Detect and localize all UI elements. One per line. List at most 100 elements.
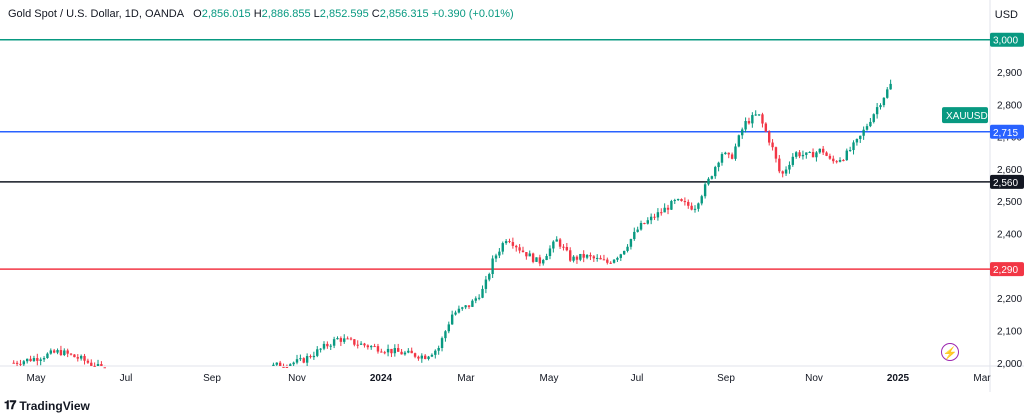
candle-body (278, 362, 282, 366)
candle-body (396, 348, 400, 352)
tradingview-logo[interactable]: 𝟏𝟕 TradingView (4, 398, 90, 413)
candle-body (450, 314, 454, 325)
candle-body (319, 348, 322, 350)
candle-body (569, 250, 572, 261)
symbol-tag-label: XAUUSD (946, 111, 988, 122)
candle-body (417, 356, 420, 359)
tv-logo-icon: 𝟏𝟕 (4, 398, 16, 412)
candle-body (447, 324, 450, 332)
y-tick-label: 2,500 (997, 197, 1022, 208)
candle-body (427, 356, 430, 359)
candle-body (886, 89, 889, 98)
candle-body (49, 350, 53, 354)
candle-body (329, 345, 332, 347)
candle-body (612, 259, 616, 263)
candle-body (515, 245, 518, 248)
candle-body (538, 257, 542, 264)
candle-body (548, 248, 552, 257)
candle-body (12, 362, 15, 364)
x-tick-label: Sep (717, 373, 735, 384)
candle-body (272, 364, 275, 366)
candle-body (572, 256, 575, 261)
candle-body (454, 312, 457, 315)
candle-body (52, 350, 56, 353)
level-price-label: 2,560 (993, 178, 1018, 189)
candle-body (309, 356, 312, 358)
y-tick-label: 2,100 (997, 326, 1022, 337)
candle-body (761, 114, 764, 124)
x-tick-label: Jul (120, 373, 133, 384)
candle-body (22, 361, 26, 365)
candle-body (461, 307, 464, 309)
candle-body (471, 300, 474, 307)
candle-body (410, 350, 413, 354)
symbol-header: Gold Spot / U.S. Dollar, 1D, OANDA O2,85… (8, 8, 514, 20)
candle-body (359, 343, 363, 345)
symbol-title[interactable]: Gold Spot / U.S. Dollar, 1D, OANDA (8, 8, 185, 20)
candle-body (882, 97, 886, 106)
candle-body (535, 257, 538, 262)
candle-body (805, 152, 808, 155)
candle-body (700, 196, 703, 204)
candle-body (778, 158, 781, 172)
candle-body (386, 348, 390, 353)
flash-icon[interactable]: ⚡ (941, 343, 959, 361)
open-value: 2,856.015 (201, 8, 251, 20)
candle-body (79, 355, 83, 359)
candle-body (481, 288, 484, 298)
level-price-label: 2,715 (993, 128, 1018, 139)
candle-body (784, 169, 788, 174)
candle-body (366, 345, 370, 348)
candle-body (434, 350, 437, 355)
high-label: H (253, 8, 262, 20)
candle-body (46, 353, 49, 359)
candle-body (606, 259, 609, 263)
candle-body (299, 358, 302, 360)
candle-body (595, 257, 599, 259)
level-price-label: 2,290 (993, 265, 1018, 276)
candle-body (477, 297, 481, 299)
candle-body (322, 343, 326, 349)
candle-body (484, 279, 488, 289)
candle-body (430, 354, 434, 357)
candle-body (295, 359, 299, 363)
currency-label[interactable]: USD (994, 9, 1018, 21)
candle-body (25, 358, 29, 362)
candle-body (380, 351, 383, 353)
x-tick-label: Jul (631, 373, 644, 384)
candle-body (76, 357, 79, 359)
candle-body (494, 255, 498, 259)
candle-body (649, 216, 653, 221)
candle-body (757, 114, 761, 116)
candle-body (741, 129, 744, 136)
candle-body (326, 343, 329, 347)
candle-body (801, 154, 805, 157)
change-value: +0.390 (+0.01%) (431, 8, 514, 20)
candle-body (518, 247, 521, 251)
candle-body (656, 212, 660, 218)
candle-body (542, 260, 545, 264)
candle-body (36, 358, 39, 361)
candle-body (511, 242, 515, 246)
candle-body (96, 364, 100, 366)
x-tick-label: May (27, 373, 46, 384)
candle-body (687, 201, 690, 206)
candle-body (464, 305, 467, 308)
candle-body (626, 246, 629, 251)
candle-body (707, 178, 710, 185)
candle-body (754, 114, 757, 116)
candle-body (332, 339, 336, 346)
candle-body (558, 239, 562, 247)
candle-body (842, 160, 845, 162)
candle-body (467, 305, 471, 307)
candle-body (717, 162, 720, 168)
candle-body (393, 348, 397, 354)
candle-body (545, 256, 548, 261)
candle-body (697, 203, 700, 209)
candle-body (413, 353, 417, 357)
candle-body (852, 142, 855, 151)
high-value: 2,886.855 (261, 8, 311, 20)
candle-body (66, 350, 69, 354)
candle-body (764, 123, 768, 132)
